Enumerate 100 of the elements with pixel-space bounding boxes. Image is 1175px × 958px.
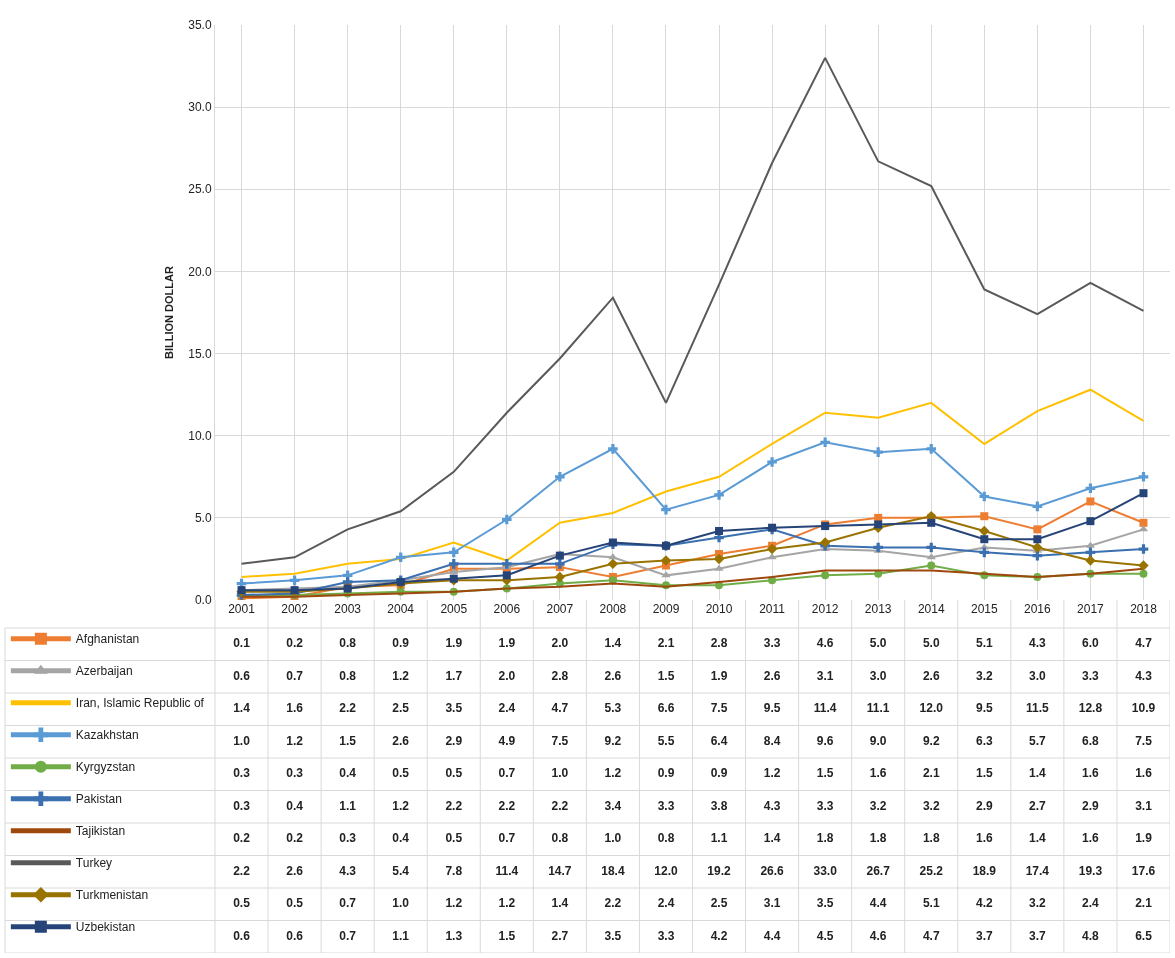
data-label: 33.0 [813,863,838,878]
data-label: 2.6 [604,668,622,683]
data-label: 3.0 [1029,668,1047,683]
data-label: 2.9 [975,798,993,813]
data-label: 0.5 [392,766,410,781]
data-label: 1.6 [1082,766,1100,781]
data-label: 1.8 [869,831,887,846]
data-label: 1.2 [286,733,304,748]
data-label: 1.4 [1029,831,1047,846]
data-label: 0.8 [339,636,357,651]
data-label: 9.0 [869,733,887,748]
legend-label: Azerbaijan [75,664,133,679]
data-label: 6.3 [975,733,993,748]
data-label: 2.6 [392,733,410,748]
point [608,576,617,585]
data-label: 1.1 [339,798,357,813]
data-label: 1.4 [551,896,569,911]
data-label: 2.1 [1135,896,1153,911]
data-label: 2.0 [551,636,569,651]
data-label: 4.3 [339,863,357,878]
x-tick-label: 2008 [599,602,627,616]
data-label: 3.1 [816,668,834,683]
data-label: 2.2 [445,798,463,813]
data-label: 2.6 [286,863,304,878]
data-label: 12.0 [919,701,944,716]
data-label: 3.3 [763,636,781,651]
data-label: 2.9 [445,733,463,748]
point [448,559,459,569]
data-label: 9.2 [604,733,622,748]
legend-label: Uzbekistan [75,920,136,935]
legend-label: Iran, Islamic Republic of [75,696,205,711]
y-tick-label: 30.0 [188,100,212,115]
data-label: 0.5 [445,766,463,781]
data-label: 0.7 [339,928,357,943]
data-label: 2.1 [657,636,675,651]
data-label: 0.8 [339,668,357,683]
data-label: 0.3 [233,766,251,781]
point [608,444,618,454]
point [926,542,937,553]
data-label: 0.8 [551,831,569,846]
data-label: 12.8 [1078,701,1103,716]
point [555,551,564,560]
x-tick-label: 2016 [1024,602,1052,616]
point [1139,569,1148,578]
point [289,575,300,586]
data-label: 9.5 [975,701,993,716]
y-tick-label: 0.0 [194,593,212,608]
data-label: 11.4 [495,863,519,878]
point [395,552,406,563]
data-label: 4.7 [1135,636,1153,651]
data-label: 1.6 [1135,766,1153,781]
data-label: 6.5 [1135,928,1153,943]
x-tick-label: 2010 [705,602,733,616]
data-label: 5.0 [869,636,887,651]
data-label: 2.2 [604,896,622,911]
data-label: 3.7 [975,928,993,943]
point [1138,560,1149,571]
data-label: 4.7 [551,701,569,716]
data-label: 26.7 [866,863,891,878]
data-label: 1.0 [604,831,622,846]
data-label: 4.8 [1082,928,1100,943]
point [714,564,724,571]
point [1086,497,1095,506]
data-label: 1.6 [869,766,887,781]
point [927,561,936,570]
data-label: 0.7 [286,668,304,683]
data-label: 6.8 [1082,733,1100,748]
data-label: 0.4 [286,798,304,813]
data-label: 6.6 [657,701,675,716]
data-label: 3.0 [869,668,887,683]
data-label: 1.3 [445,928,463,943]
data-label: 1.9 [710,668,728,683]
point [820,437,830,448]
point [821,571,830,580]
point [926,444,937,454]
data-label: 3.2 [922,798,940,813]
point [502,559,512,569]
data-label: 2.1 [922,766,940,781]
data-label: 18.9 [972,863,997,878]
point [980,512,989,521]
point [1139,518,1148,527]
data-label: 4.6 [869,928,887,943]
data-label: 3.2 [869,798,887,813]
x-tick-label: 2006 [493,602,521,616]
x-tick-label: 2018 [1130,602,1158,616]
data-label: 3.5 [816,896,834,911]
point [874,520,883,529]
data-label: 1.2 [445,896,463,911]
data-label: 2.2 [551,798,569,813]
legend-label: Turkmenistan [75,888,149,903]
point [661,504,671,515]
data-label: 1.2 [604,766,622,781]
point [1138,544,1149,554]
point [502,514,512,525]
legend-label: Turkey [75,856,113,871]
point [874,569,883,578]
data-label: 1.9 [498,636,516,651]
data-label: 4.3 [763,798,781,813]
data-label: 14.7 [548,863,572,878]
data-label: 1.4 [233,701,251,716]
